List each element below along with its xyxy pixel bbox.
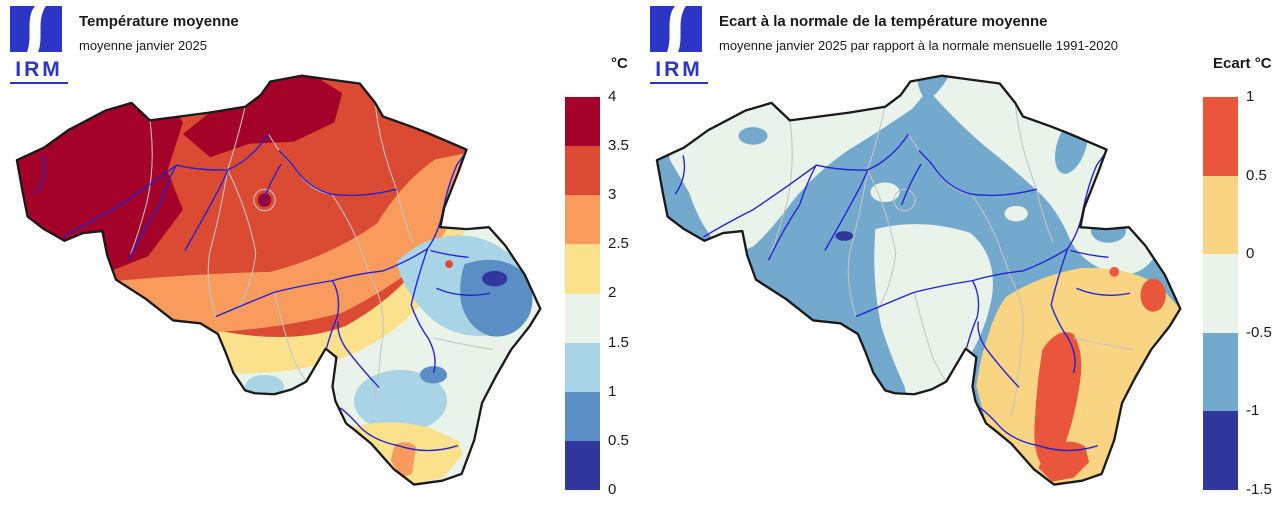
colorbar-segment [565, 293, 600, 343]
colorbar-segment [565, 391, 600, 441]
irm-logo-text: IRM [650, 58, 708, 84]
anomaly-map-panel: IRM Ecart à la normale de la température… [640, 0, 1280, 507]
region-brussels-hotspot [257, 193, 272, 207]
tick-label: 1 [1246, 88, 1255, 105]
region-orange-gaume-core [390, 442, 417, 478]
page-subtitle: moyenne janvier 2025 par rapport à la no… [719, 38, 1118, 53]
region-red-dot-east [1109, 267, 1120, 277]
colorbar-segment [1203, 332, 1238, 412]
region-medblue-ardenne-small [419, 366, 448, 384]
tick-label: 3.5 [608, 137, 629, 154]
region-darkred-north-35-4 [182, 75, 343, 158]
temperature-colorbar: °C 4 3.5 3 2.5 2 1.5 1 0.5 0 [565, 55, 629, 498]
region-pale-center-south [874, 224, 993, 436]
tick-label: 0 [608, 481, 617, 498]
region-pale-hole-hesbaye [1004, 205, 1028, 222]
tick-label: 4 [608, 88, 617, 105]
tick-label: 0.5 [1246, 167, 1267, 184]
anomaly-colorbar-title: Ecart °C [1213, 55, 1272, 72]
tick-label: 1.5 [608, 334, 629, 351]
colorbar-segment [1203, 97, 1238, 176]
colorbar-segment [565, 195, 600, 245]
irm-logo-text: IRM [10, 58, 68, 84]
colorbar-segment [565, 97, 600, 147]
region-red-east-border [1140, 278, 1166, 312]
irm-logo: IRM [650, 6, 714, 84]
page-title: Ecart à la normale de la température moy… [719, 13, 1048, 30]
region-liege-valley-dot [445, 260, 453, 268]
region-indigo-hautes-fagnes-0-05 [482, 270, 508, 287]
belgium-anomaly-svg [655, 74, 1182, 486]
tick-label: 1 [608, 383, 617, 400]
anomaly-colorbar-ticks: 1 0.5 0 -0.5 -1 -1.5 [1246, 88, 1280, 498]
anomaly-regions [656, 75, 1181, 485]
irm-logo-mark [10, 6, 62, 52]
tick-label: 2.5 [608, 235, 629, 252]
region-blue-eupen-oval [1090, 219, 1126, 243]
belgium-temperature-svg [15, 74, 542, 486]
tick-label: -1.5 [1246, 481, 1272, 498]
colorbar-segment [565, 244, 600, 294]
tick-label: 0 [1246, 245, 1255, 262]
colorbar-segment [565, 440, 600, 490]
region-pale-hole-brabant [870, 182, 900, 202]
region-medblue-east-05-1 [460, 259, 533, 337]
anomaly-colorbar: Ecart °C 1 0.5 0 -0.5 -1 -1.5 [1203, 55, 1272, 498]
irm-logo-mark [650, 6, 702, 52]
tick-label: 2 [608, 284, 617, 301]
temperature-colorbar-title: °C [611, 55, 628, 72]
page-title: Température moyenne [79, 13, 239, 30]
tick-label: -0.5 [1246, 324, 1272, 341]
page-subtitle: moyenne janvier 2025 [79, 38, 207, 53]
colorbar-segment [1203, 254, 1238, 333]
temperature-regions [16, 75, 541, 485]
region-red-south-tip [1038, 441, 1090, 482]
region-indigo-brussels-south [835, 231, 854, 241]
colorbar-segment [565, 342, 600, 392]
temperature-colorbar-ticks: 4 3.5 3 2.5 2 1.5 1 0.5 0 [608, 88, 658, 498]
colorbar-segment [1203, 411, 1238, 490]
region-blue-top-strip [917, 75, 954, 101]
temperature-map-panel: IRM Température moyenne moyenne janvier … [8, 6, 629, 503]
belgium-anomaly-map [648, 66, 1196, 503]
tick-label: -1 [1246, 402, 1260, 419]
region-red-bastogne-arlon-band [1034, 332, 1082, 468]
colorbar-segment [1203, 175, 1238, 255]
tick-label: 0.5 [608, 432, 629, 449]
tick-label: 3 [608, 186, 617, 203]
belgium-temperature-map [8, 66, 556, 503]
colorbar-segment [565, 146, 600, 196]
region-blue-dot-in-flanders [738, 127, 768, 145]
irm-logo: IRM [10, 6, 74, 84]
